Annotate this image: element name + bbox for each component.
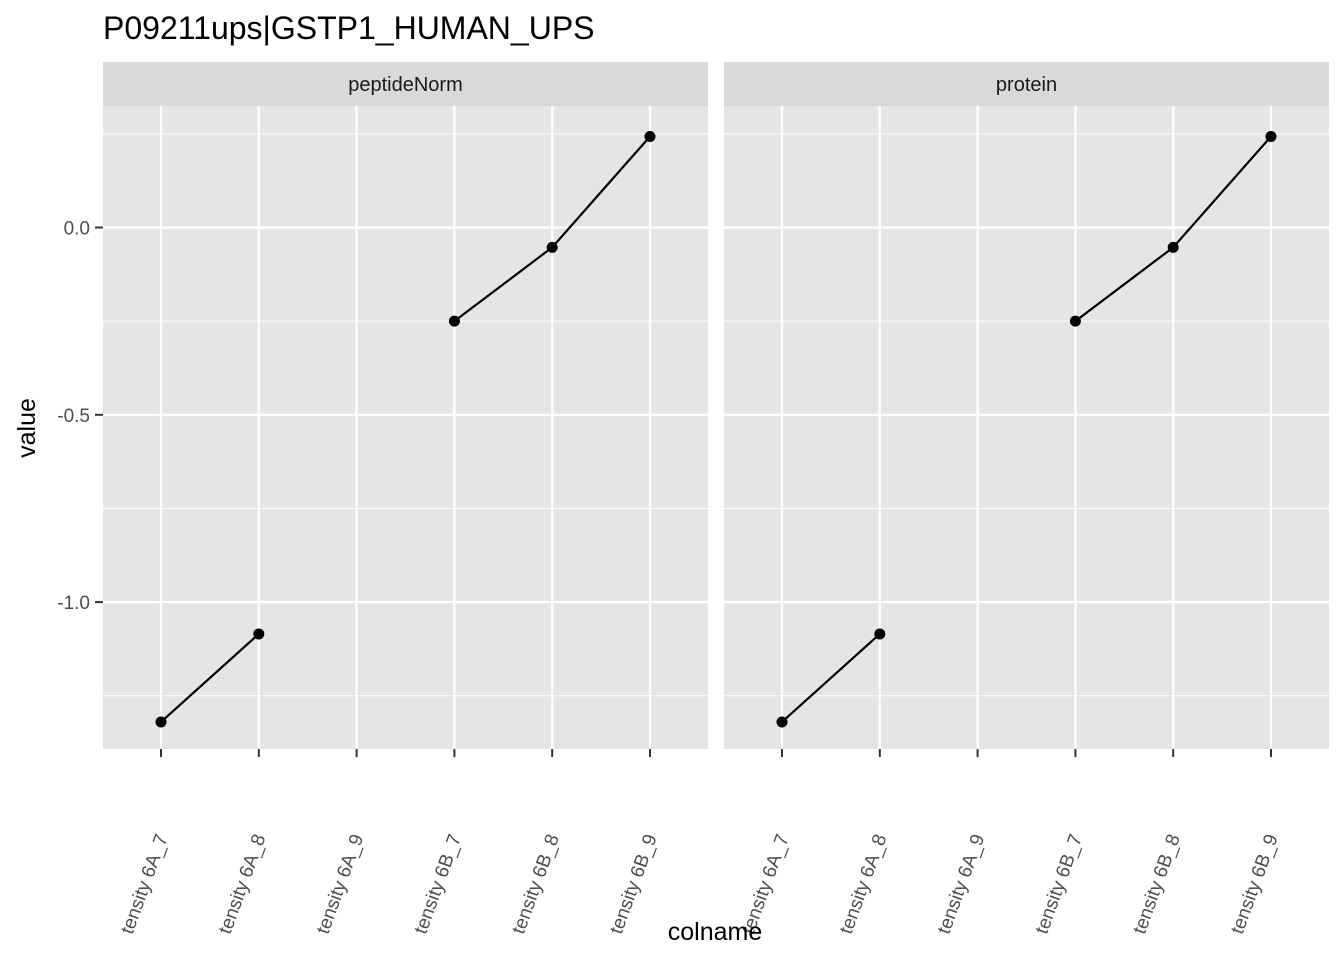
- x-tick-label: tensity 6A_8: [836, 832, 892, 937]
- x-tick-label: tensity 6B_9: [606, 832, 662, 937]
- data-point: [874, 628, 886, 640]
- y-tick-label: -0.5: [57, 406, 90, 427]
- x-axis-title: colname: [668, 918, 763, 946]
- facet-panel-peptideNorm: peptideNorm tensity 6A_7 tensity 6A_8 tensi…: [103, 62, 708, 937]
- x-tick-label: tensity 6A_7: [117, 832, 173, 937]
- data-point: [1167, 241, 1179, 253]
- y-tick-label: -1.0: [57, 593, 90, 614]
- data-point: [546, 241, 558, 253]
- y-axis: 0.0 -0.5 -1.0: [57, 219, 103, 614]
- data-point: [253, 628, 265, 640]
- x-tick-label: tensity 6B_8: [1129, 832, 1185, 937]
- x-tick-label: tensity 6B_7: [411, 832, 467, 937]
- data-point: [155, 716, 167, 728]
- x-tick-label: tensity 6B_9: [1227, 832, 1283, 937]
- data-point: [1265, 130, 1277, 142]
- chart-title: P09211ups|GSTP1_HUMAN_UPS: [103, 10, 595, 46]
- data-point: [1069, 315, 1081, 327]
- facet-strip-label: protein: [996, 74, 1057, 96]
- facet-strip: [724, 62, 1329, 106]
- x-tick-label: tensity 6A_9: [313, 832, 369, 937]
- y-tick-label: 0.0: [64, 219, 90, 240]
- x-tick-label: tensity 6A_8: [215, 832, 271, 937]
- x-tick-label: tensity 6B_8: [508, 832, 564, 937]
- series-line: [781, 633, 881, 723]
- data-point: [776, 716, 788, 728]
- panel-background: [724, 106, 1329, 749]
- x-tick-label: tensity 6A_9: [934, 832, 990, 937]
- data-point: [644, 130, 656, 142]
- facet-panels: peptideNorm tensity 6A_7 tensity 6A_8 tensi…: [103, 62, 1329, 937]
- data-point: [448, 315, 460, 327]
- series-line: [160, 633, 260, 723]
- x-tick-label: tensity 6B_7: [1032, 832, 1088, 937]
- facet-strip-label: peptideNorm: [348, 74, 463, 96]
- panel-background: [103, 106, 708, 749]
- y-axis-title: value: [13, 398, 41, 458]
- facet-strip: [103, 62, 708, 106]
